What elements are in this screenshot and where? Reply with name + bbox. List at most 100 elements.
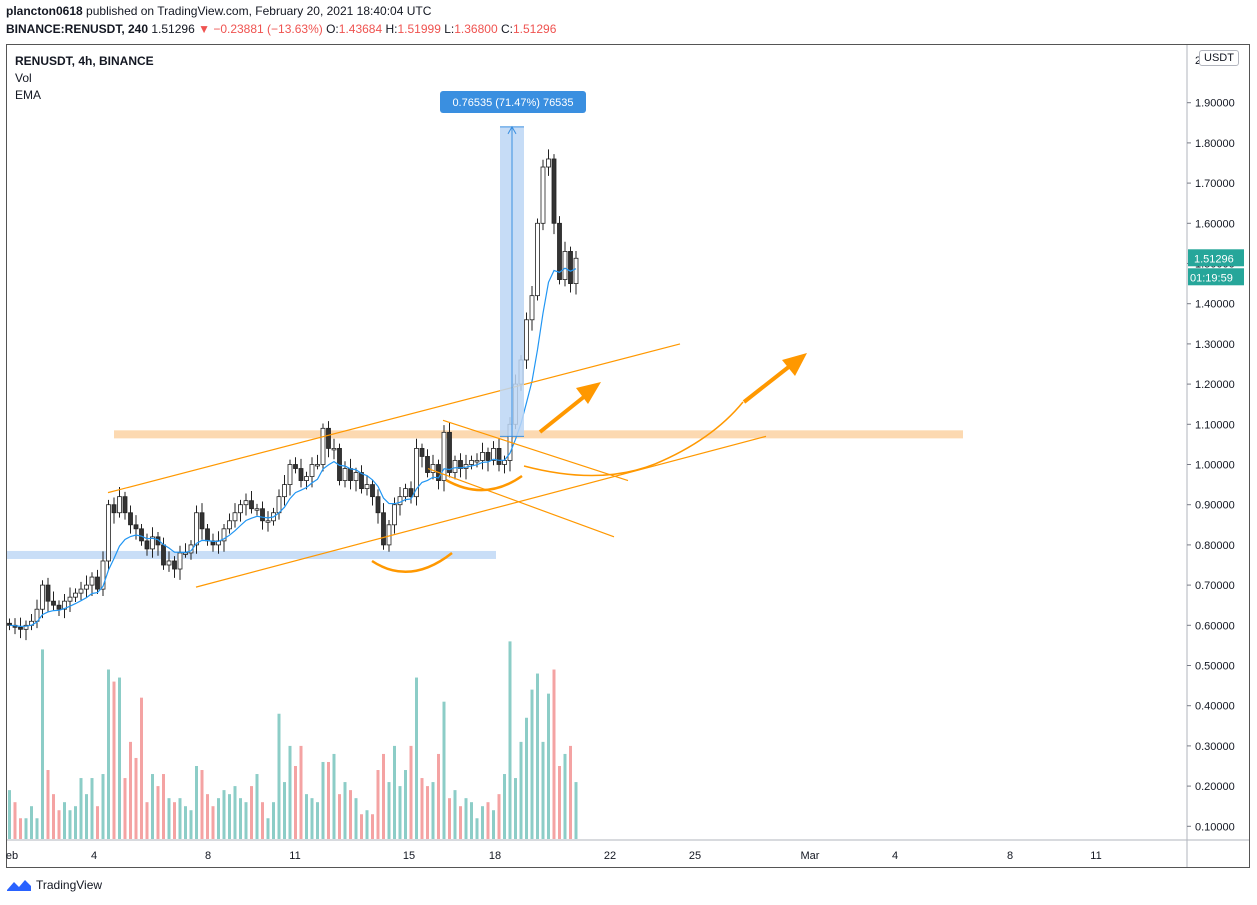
volume-bar — [250, 786, 253, 839]
candle-body — [166, 560, 172, 566]
volume-bar — [552, 669, 556, 839]
countdown-badge-text: 01:19:59 — [1190, 272, 1233, 284]
volume-bar — [277, 713, 281, 839]
candle-body — [95, 576, 100, 590]
candle-body — [359, 472, 364, 490]
candle-body — [254, 508, 260, 511]
volume-bar — [90, 778, 94, 839]
candle-body — [243, 500, 249, 506]
candle-body — [62, 600, 67, 610]
candle-body — [342, 468, 348, 481]
footer: TradingView — [6, 878, 102, 892]
volume-bar — [305, 794, 308, 839]
support-zone — [7, 550, 496, 559]
volume-bar — [211, 806, 215, 839]
candle-body — [557, 222, 562, 280]
volume-bar — [310, 798, 314, 839]
volume-bar — [145, 802, 149, 839]
candle-body — [392, 504, 397, 526]
volume-bar — [255, 774, 259, 839]
volume-bar — [349, 790, 352, 839]
volume-bar — [189, 810, 193, 839]
volume-bar — [244, 802, 248, 839]
volume-bar — [321, 761, 325, 839]
candle-body — [320, 427, 326, 465]
candle-body — [452, 460, 458, 473]
volume-bar — [35, 818, 39, 839]
price-tick-label: 0.60000 — [1195, 620, 1235, 632]
volume-bar — [574, 782, 578, 839]
volume-bar — [536, 673, 539, 839]
volume-bar — [123, 778, 127, 839]
candle-body — [161, 544, 166, 566]
volume-bar — [74, 806, 77, 839]
volume-bar — [431, 782, 435, 839]
candle-body — [419, 448, 425, 457]
channel-lower-line — [195, 435, 767, 588]
volume-bar — [184, 806, 187, 839]
candle-body — [133, 524, 139, 530]
legend-symbol[interactable]: RENUSDT, 4h, BINANCE — [15, 54, 154, 68]
chart-frame — [6, 44, 1250, 868]
currency-unit-badge[interactable]: USDT — [1199, 50, 1239, 66]
price-tick-label: 1.40000 — [1195, 299, 1235, 311]
volume-bar — [541, 741, 545, 839]
volume-bar — [426, 786, 429, 839]
candle-body — [106, 504, 111, 562]
candle-body — [370, 484, 375, 498]
candle-body — [73, 592, 78, 598]
volume-bar — [497, 794, 501, 839]
candle-body — [403, 488, 408, 498]
author-name[interactable]: plancton0618 — [6, 4, 83, 18]
resistance-zone — [114, 430, 963, 439]
projection-curve — [523, 401, 744, 477]
footer-brand[interactable]: TradingView — [36, 878, 103, 892]
volume-bar — [338, 794, 341, 839]
candle-body — [562, 251, 568, 280]
candles-layer — [7, 149, 579, 641]
volume-bar — [151, 774, 154, 839]
volume-bar — [508, 641, 512, 839]
candle-body — [568, 251, 573, 285]
volume-bar — [393, 745, 396, 839]
volume-bar — [283, 782, 286, 839]
volume-bar — [233, 786, 237, 839]
time-axis: eb 4 8 11 15 18 22 25 Mar 4 8 11 — [6, 839, 1249, 862]
candle-body — [276, 496, 282, 514]
candle-body — [172, 560, 177, 570]
legend-ema[interactable]: EMA — [15, 88, 42, 102]
time-tick-label: 4 — [91, 850, 97, 862]
tradingview-logo-icon — [7, 880, 31, 891]
candle-body — [177, 552, 183, 570]
volume-bar — [167, 798, 171, 839]
volume-bar — [459, 806, 462, 839]
volume-bar — [178, 798, 182, 839]
volume-bar — [13, 802, 17, 839]
volume-bar — [563, 753, 567, 839]
candle-body — [397, 496, 403, 506]
channel-upper-line — [107, 343, 681, 494]
volume-bar — [464, 798, 468, 839]
candle-body — [45, 584, 51, 602]
candle-body — [298, 468, 304, 481]
candle-body — [293, 464, 298, 469]
candle-body — [386, 524, 392, 546]
wedge-upper-line — [442, 419, 629, 482]
candle-body — [348, 468, 353, 481]
legend: RENUSDT, 4h, BINANCE Vol EMA — [15, 53, 154, 104]
candle-body — [485, 452, 491, 461]
volume-bar — [162, 774, 165, 839]
legend-vol[interactable]: Vol — [15, 71, 32, 85]
wedge-lower-line — [427, 467, 615, 538]
volume-bar — [442, 701, 446, 839]
price-tick-label: 0.90000 — [1195, 500, 1235, 512]
candle-body — [546, 158, 551, 168]
volume-bar — [19, 818, 22, 839]
volume-bar — [547, 693, 550, 839]
volume-bar — [288, 745, 292, 839]
price-tick-top: 2 — [1195, 55, 1201, 67]
candle-body — [84, 584, 89, 590]
volume-bar — [376, 770, 380, 839]
price-tick-label: 0.10000 — [1195, 821, 1235, 833]
